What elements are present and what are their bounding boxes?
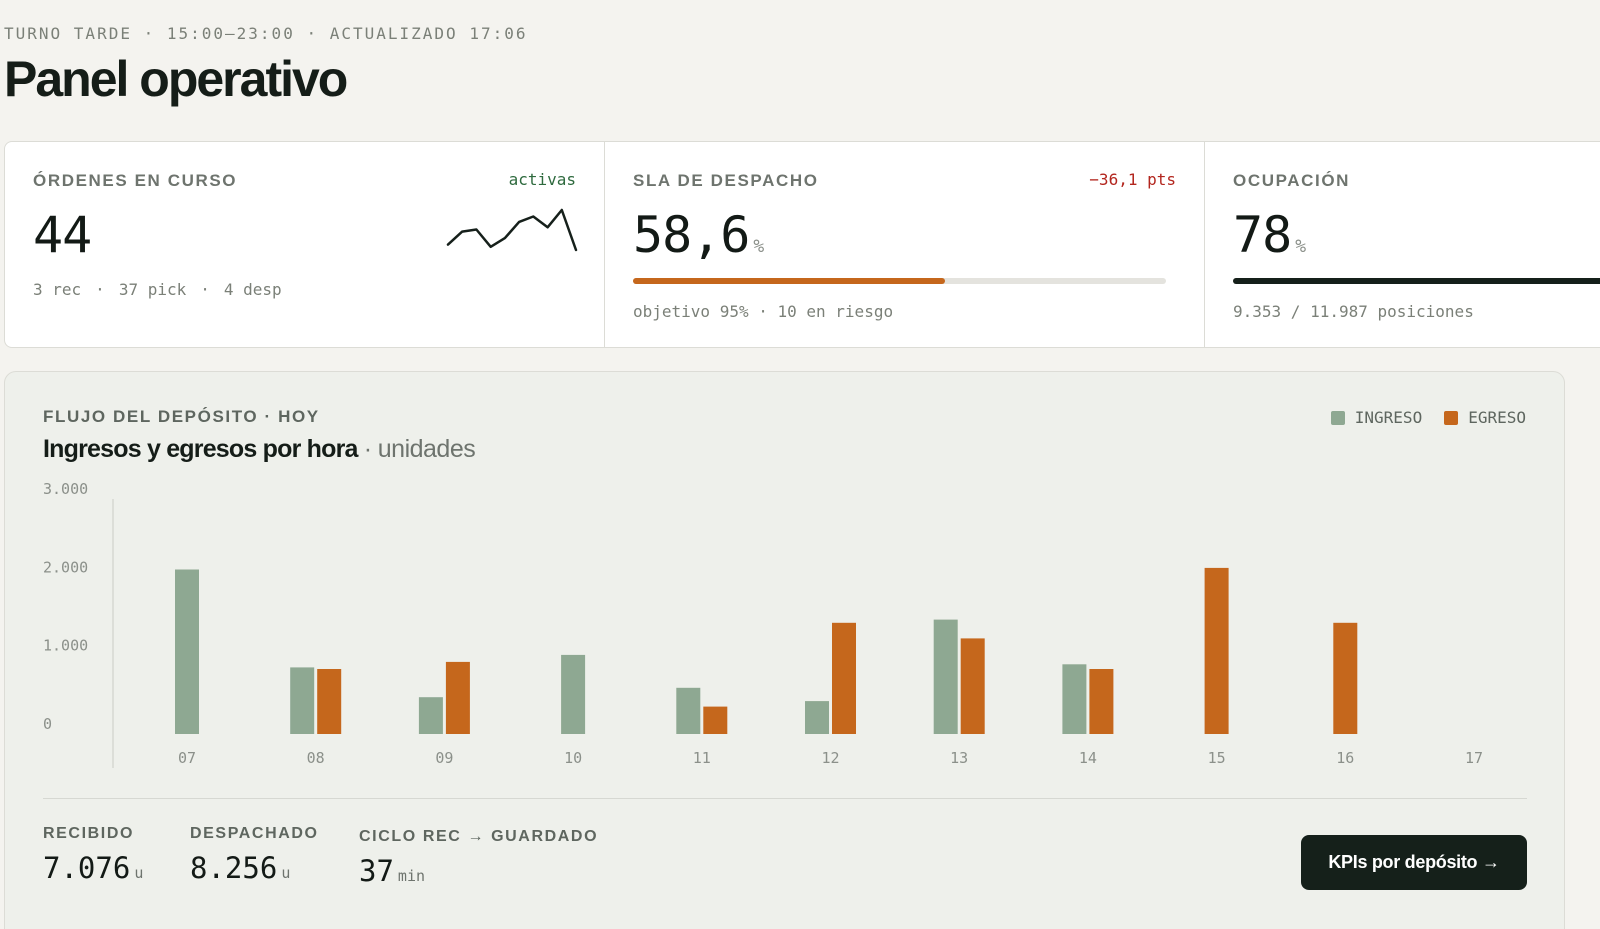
bar-egreso-12[interactable] <box>832 622 856 734</box>
bar-ingreso-12[interactable] <box>805 701 829 734</box>
stat-received: RECIBIDO 7.076 u <box>43 825 143 885</box>
dispatched-number: 8.256 <box>190 851 278 885</box>
dispatched-unit: u <box>281 864 291 882</box>
stat-cycle-value: 37 min <box>359 854 598 888</box>
bar-ingreso-14[interactable] <box>1062 664 1087 734</box>
orders-sparkline <box>446 208 578 252</box>
flow-title-separator: · <box>363 435 372 463</box>
occupancy-number: 78 <box>1233 206 1292 264</box>
kpi-occupancy-sub: 9.353 / 11.987 posiciones <box>1233 302 1474 321</box>
received-number: 7.076 <box>43 851 131 885</box>
cycle-number: 37 <box>359 854 394 888</box>
kpi-sla-value: 58,6% <box>633 206 764 264</box>
received-unit: u <box>134 864 144 882</box>
sla-progress-track <box>633 278 1166 284</box>
x-tick-label: 08 <box>307 749 325 767</box>
stat-received-value: 7.076 u <box>43 851 143 885</box>
chart-legend: INGRESO EGRESO <box>1330 408 1526 427</box>
kpi-sla-sub: objetivo 95% · 10 en riesgo <box>633 302 894 321</box>
kpi-orders-card[interactable]: ÓRDENES EN CURSO activas 44 3 rec · 37 pic… <box>5 142 605 347</box>
flow-title-text: Ingresos y egresos por hora <box>43 435 358 463</box>
flow-eyebrow: FLUJO DEL DEPÓSITO · HOY <box>43 407 320 426</box>
separator-dot: · <box>95 280 105 299</box>
bar-egreso-15[interactable] <box>1204 567 1229 734</box>
legend-item-egreso[interactable]: EGRESO <box>1444 408 1526 427</box>
kpi-orders-breakdown: 3 rec · 37 pick · 4 desp <box>33 280 282 299</box>
occupancy-progress-track <box>1233 278 1600 284</box>
bar-egreso-16[interactable] <box>1333 622 1358 734</box>
legend-swatch-ingreso <box>1330 410 1345 425</box>
bar-egreso-14[interactable] <box>1089 669 1114 734</box>
stat-dispatched-value: 8.256 u <box>190 851 319 885</box>
legend-label-ingreso: INGRESO <box>1354 408 1423 427</box>
kpi-strip: ÓRDENES EN CURSO activas 44 3 rec · 37 pic… <box>4 141 1600 348</box>
y-tick-label: 2.000 <box>43 558 88 576</box>
kpi-sla-card[interactable]: SLA DE DESPACHO −36,1 pts 58,6% objetivo… <box>605 142 1205 347</box>
kpi-sla-label: SLA DE DESPACHO <box>633 171 819 190</box>
kpi-sla-delta: −36,1 pts <box>1089 170 1176 189</box>
bar-ingreso-10[interactable] <box>561 654 586 734</box>
x-tick-label: 16 <box>1336 749 1354 767</box>
x-tick-label: 17 <box>1465 749 1483 767</box>
bar-egreso-09[interactable] <box>445 661 470 734</box>
stat-dispatched-label: DESPACHADO <box>190 825 319 842</box>
stat-received-label: RECIBIDO <box>43 825 135 842</box>
kpi-orders-value: 44 <box>33 206 92 264</box>
y-tick-label: 0 <box>43 715 52 733</box>
sla-unit: % <box>753 236 765 257</box>
kpi-occupancy-label: OCUPACIÓN <box>1233 171 1351 190</box>
occupancy-progress-fill <box>1233 278 1600 284</box>
flow-title: Ingresos y egresos por hora · unidades <box>43 435 476 464</box>
x-tick-label: 07 <box>178 749 196 767</box>
flow-panel: FLUJO DEL DEPÓSITO · HOY Ingresos y egre… <box>4 371 1565 929</box>
kpis-by-warehouse-button[interactable]: KPIs por depósito → <box>1301 835 1527 890</box>
sla-number: 58,6 <box>633 206 750 264</box>
bar-ingreso-07[interactable] <box>175 569 199 735</box>
kpi-orders-tag: activas <box>508 170 576 189</box>
occupancy-unit: % <box>1295 236 1307 257</box>
bar-egreso-08[interactable] <box>317 669 342 734</box>
bar-ingreso-08[interactable] <box>290 667 315 734</box>
sla-progress-fill <box>633 278 946 284</box>
bar-egreso-13[interactable] <box>960 638 985 734</box>
kpi-occupancy-card[interactable]: OCUPACIÓN 78% 9.353 / 11.987 posiciones <box>1205 142 1600 347</box>
y-tick-label: 3.000 <box>43 482 88 498</box>
legend-label-egreso: EGRESO <box>1468 408 1526 427</box>
kpi-orders-label: ÓRDENES EN CURSO <box>33 171 238 190</box>
orders-received: 3 rec <box>33 280 82 299</box>
legend-swatch-egreso <box>1444 410 1459 425</box>
stat-cycle-time: CICLO REC → GUARDADO 37 min <box>359 828 598 888</box>
panel-divider <box>43 798 1527 799</box>
stat-cycle-label: CICLO REC → GUARDADO <box>359 828 599 845</box>
bar-ingreso-09[interactable] <box>418 697 443 734</box>
x-tick-label: 13 <box>950 749 968 767</box>
x-tick-label: 12 <box>821 749 839 767</box>
flow-bar-chart: 0 1.000 2.000 3.000 07 08 09 10 11 12 13 14 15 16 17 <box>43 482 1483 768</box>
orders-dispatch: 4 desp <box>223 280 282 299</box>
x-tick-label: 10 <box>564 749 582 767</box>
flow-title-units: unidades <box>377 435 476 463</box>
separator-dot: · <box>200 280 210 299</box>
cycle-unit: min <box>397 867 426 885</box>
x-tick-label: 11 <box>693 749 711 767</box>
orders-picking: 37 pick <box>118 280 187 299</box>
sparkline-line <box>446 208 578 252</box>
legend-item-ingreso[interactable]: INGRESO <box>1330 408 1423 427</box>
y-tick-label: 1.000 <box>43 637 88 655</box>
stat-dispatched: DESPACHADO 8.256 u <box>190 825 319 885</box>
bar-ingreso-13[interactable] <box>933 619 958 734</box>
x-tick-label: 09 <box>435 749 453 767</box>
x-tick-label: 14 <box>1079 749 1097 767</box>
bar-egreso-11[interactable] <box>703 706 728 734</box>
x-tick-label: 15 <box>1208 749 1226 767</box>
bar-ingreso-11[interactable] <box>676 687 701 734</box>
page-title: Panel operativo <box>4 51 348 107</box>
kpi-occupancy-value: 78% <box>1233 206 1306 264</box>
shift-eyebrow: TURNO TARDE · 15:00–23:00 · ACTUALIZADO … <box>4 24 528 43</box>
